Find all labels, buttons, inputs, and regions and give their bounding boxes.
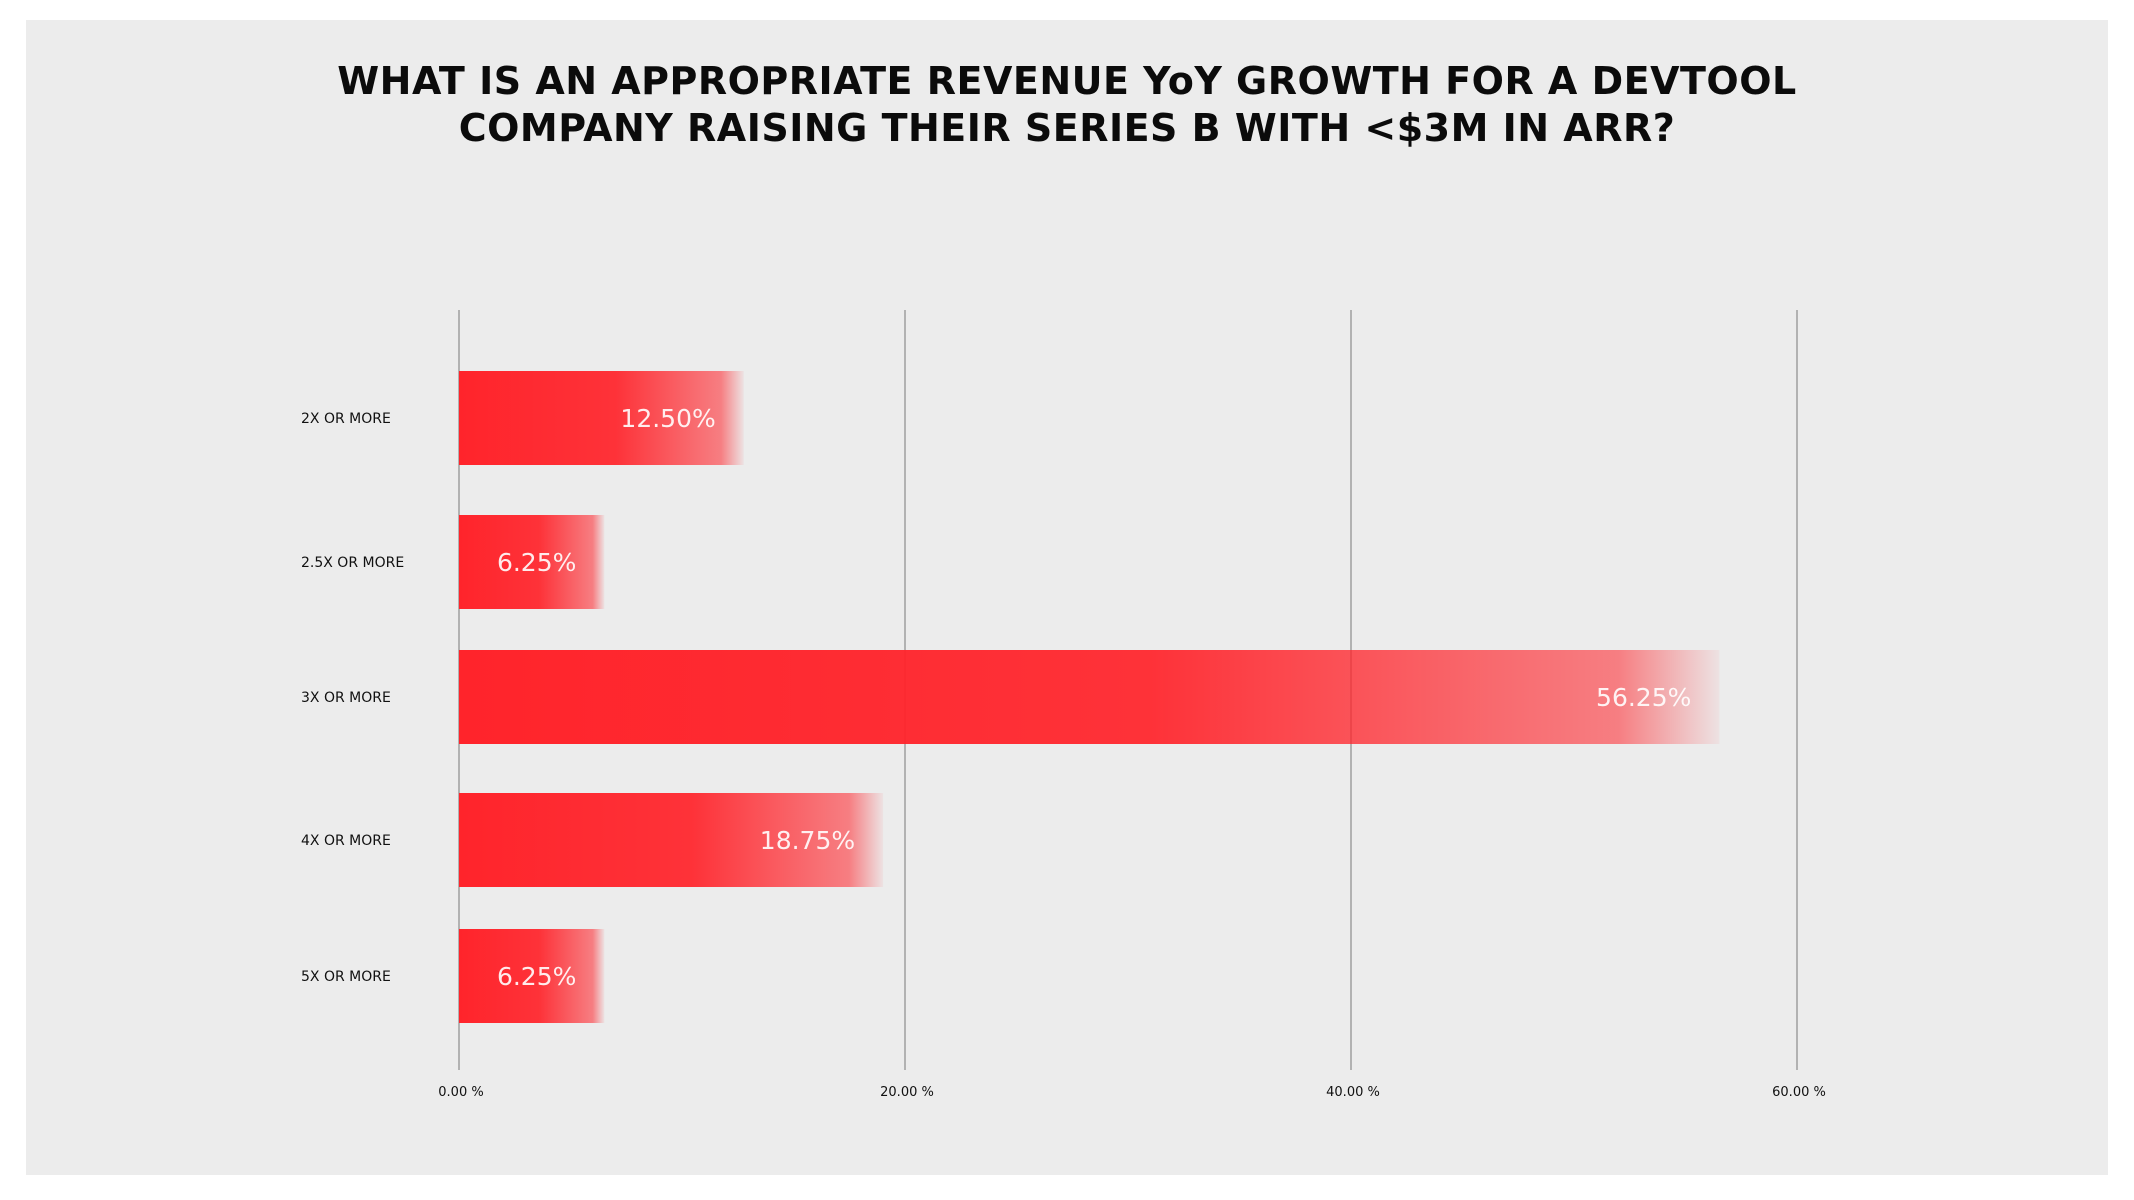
chart-title: WHAT IS AN APPROPRIATE REVENUE YoY GROWT…	[0, 58, 2134, 152]
category-label: 4X OR MORE	[301, 833, 391, 849]
bar	[459, 515, 605, 609]
bar	[459, 650, 1720, 744]
x-tick-label: 60.00 %	[1772, 1085, 1826, 1100]
chart-title-line-1: WHAT IS AN APPROPRIATE REVENUE YoY GROWT…	[337, 59, 1797, 103]
bar	[459, 371, 744, 465]
x-tick-label: 20.00 %	[880, 1085, 934, 1100]
value-label: 6.25%	[497, 548, 576, 577]
x-tick-label: 0.00 %	[438, 1085, 483, 1100]
bar	[459, 929, 605, 1023]
value-label: 6.25%	[497, 962, 576, 991]
labels: 0.00 % 20.00 % 40.00 % 60.00 % 2X OR MORE 12.…	[301, 404, 1826, 1100]
value-label: 12.50%	[620, 404, 715, 433]
category-label: 3X OR MORE	[301, 690, 391, 706]
chart-title-line-2: COMPANY RAISING THEIR SERIES B WITH <$3M…	[458, 106, 1676, 150]
category-label: 5X OR MORE	[301, 969, 391, 985]
category-label: 2.5X OR MORE	[301, 555, 404, 571]
chart-card	[26, 20, 2108, 1175]
bars	[459, 371, 1720, 1023]
x-tick-label: 40.00 %	[1326, 1085, 1380, 1100]
value-label: 18.75%	[760, 826, 855, 855]
value-label: 56.25%	[1596, 683, 1691, 712]
bar	[459, 793, 884, 887]
category-label: 2X OR MORE	[301, 411, 391, 427]
